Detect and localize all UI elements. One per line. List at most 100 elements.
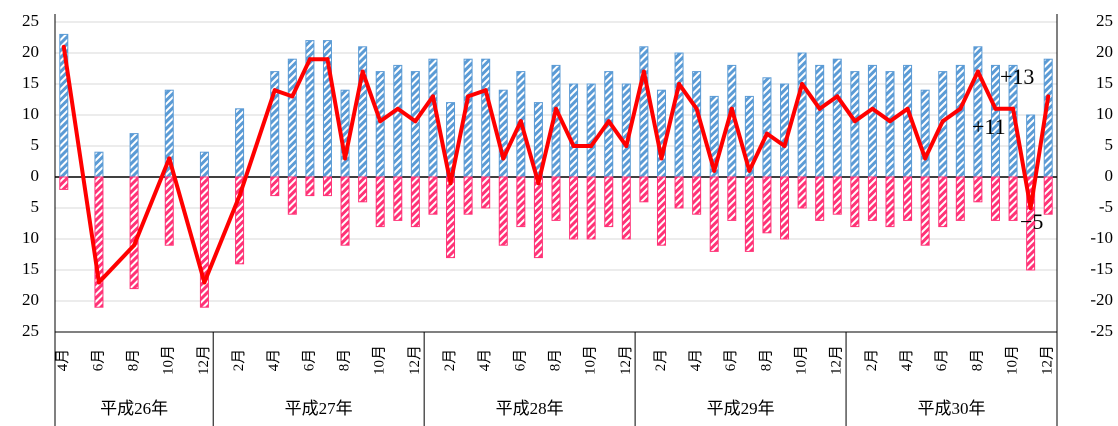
y2-tick-label: 20 — [1096, 42, 1113, 61]
bar — [1026, 114, 1036, 178]
bar — [481, 176, 491, 209]
line-segment — [501, 119, 523, 161]
y2-tick-label: 5 — [1105, 135, 1114, 154]
bar — [463, 176, 473, 215]
bar — [129, 133, 139, 178]
x-tick-label: 8月 — [547, 349, 563, 372]
x-tick-label: 2月 — [653, 349, 669, 372]
x-group-label: 平成26年 — [100, 399, 168, 418]
bar — [938, 176, 948, 228]
x-tick-label: 12月 — [829, 345, 845, 375]
y-tick-label: 20 — [22, 42, 39, 61]
bar — [639, 176, 649, 203]
line-segment — [430, 94, 453, 186]
line-segment — [395, 106, 418, 124]
line-segment — [852, 106, 875, 124]
x-tick-label: 6月 — [934, 349, 950, 372]
x-tick-label: 6月 — [90, 349, 106, 372]
y-tick-label: 25 — [22, 321, 39, 340]
bar — [1008, 176, 1018, 221]
y-tick-label: 20 — [22, 290, 39, 309]
line-segment — [677, 82, 699, 111]
bar — [270, 71, 280, 178]
bar — [920, 176, 930, 246]
bar — [639, 46, 649, 178]
y-tick-label: 5 — [31, 135, 40, 154]
line-segment — [167, 156, 207, 285]
annotation: +11 — [972, 114, 1006, 139]
bar — [604, 176, 614, 228]
bar — [973, 176, 983, 203]
x-tick-label: 4月 — [688, 349, 704, 372]
x-group-label: 平成30年 — [918, 399, 986, 418]
line-segment — [923, 119, 945, 161]
bar — [94, 151, 104, 178]
x-tick-label: 12月 — [196, 345, 212, 375]
line-segment — [272, 88, 295, 99]
bar — [832, 176, 842, 215]
line-segment — [536, 106, 558, 186]
y-tick-label: 15 — [22, 73, 39, 92]
line-segment — [325, 57, 348, 161]
line-segment — [343, 69, 365, 161]
bar — [762, 77, 772, 178]
y2-tick-label: 10 — [1096, 104, 1113, 123]
x-tick-label: 10月 — [161, 345, 177, 375]
x-tick-label: 4月 — [899, 349, 915, 372]
line-segment — [378, 106, 400, 124]
x-tick-label: 6月 — [723, 349, 739, 372]
bar — [762, 176, 772, 234]
bar — [235, 108, 245, 178]
line-segment — [694, 106, 717, 173]
bar — [709, 176, 719, 252]
bar — [358, 176, 368, 203]
x-tick-label: 6月 — [512, 349, 528, 372]
line-segment — [747, 131, 769, 173]
x-tick-label: 10月 — [583, 345, 599, 375]
x-tick-label: 8月 — [126, 349, 142, 372]
x-tick-label: 12月 — [1040, 345, 1056, 375]
y2-tick-label: -10 — [1090, 228, 1113, 247]
y-tick-label: 10 — [22, 104, 39, 123]
y2-tick-label: -25 — [1090, 321, 1113, 340]
bar — [674, 176, 684, 209]
bar — [850, 71, 860, 178]
bar — [270, 176, 280, 197]
bar — [551, 176, 561, 221]
bar — [340, 176, 350, 246]
y-tick-label: 25 — [22, 11, 39, 30]
bar — [867, 64, 877, 178]
bar — [516, 176, 526, 228]
bar — [656, 176, 666, 246]
x-tick-label: 10月 — [372, 345, 388, 375]
line-segment — [888, 106, 910, 124]
x-group-label: 平成27年 — [285, 399, 353, 418]
bar — [850, 176, 860, 228]
y2-tick-label: -20 — [1090, 290, 1113, 309]
bar — [393, 176, 403, 221]
x-tick-label: 12月 — [407, 345, 423, 375]
bar — [586, 176, 596, 240]
x-tick-label: 2月 — [442, 349, 458, 372]
bar — [1026, 176, 1036, 271]
x-tick-label: 2月 — [864, 349, 880, 372]
bar — [815, 176, 825, 221]
bar — [692, 176, 702, 215]
line-segment — [800, 82, 822, 111]
bar — [780, 176, 790, 240]
bar — [375, 71, 385, 178]
x-group-label: 平成29年 — [707, 399, 775, 418]
bar — [129, 176, 139, 290]
bar — [727, 176, 737, 221]
line-segment — [132, 156, 172, 248]
annotation: −5 — [1020, 209, 1043, 234]
line-segment — [61, 44, 101, 285]
line-segment — [483, 88, 506, 161]
bar — [393, 64, 403, 178]
line-segment — [466, 88, 488, 99]
bar — [305, 176, 315, 197]
bar — [164, 176, 174, 246]
bar — [990, 176, 1000, 221]
y-tick-label: 0 — [31, 166, 40, 185]
y2-tick-label: -5 — [1099, 197, 1113, 216]
